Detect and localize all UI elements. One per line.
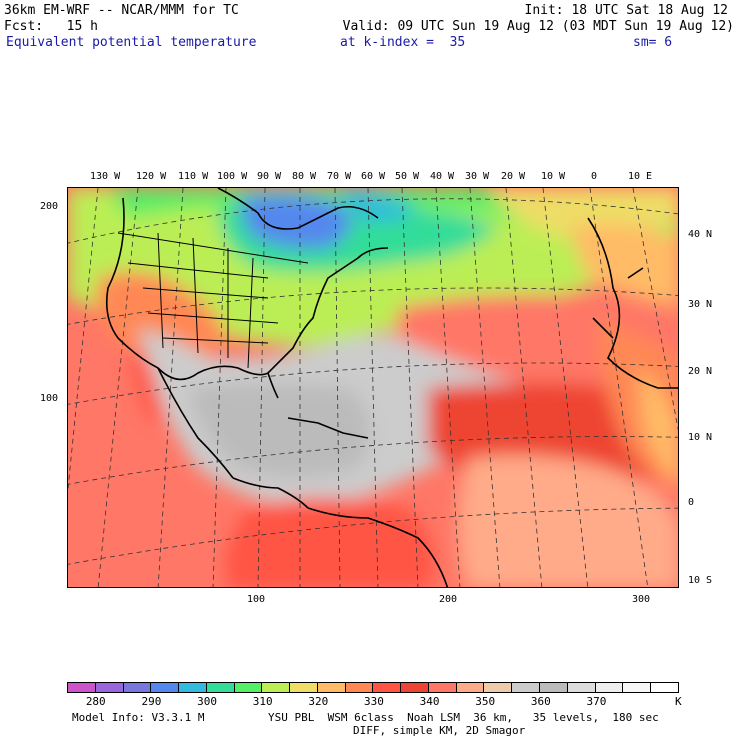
lon-label: 100 W: [217, 171, 248, 182]
field-name: Equivalent potential temperature: [6, 35, 257, 50]
lat-label: 40 N: [688, 229, 713, 240]
colorbar-swatch: [401, 683, 429, 692]
colorbar-swatch: [512, 683, 541, 692]
colorbar-swatch: [206, 683, 235, 692]
lat-label: 10 S: [688, 575, 713, 586]
colorbar-swatch: [623, 683, 652, 692]
lon-label: 10 W: [541, 171, 566, 182]
colorbar-swatch: [95, 683, 124, 692]
colorbar-label: 290: [141, 695, 162, 708]
colorbar: [67, 682, 679, 693]
colorbar-swatch: [428, 683, 457, 692]
lon-label: 70 W: [327, 171, 352, 182]
lon-label: 40 W: [430, 171, 455, 182]
model-info: Model Info: V3.3.1 M: [72, 711, 205, 724]
colorbar-label: 280: [85, 695, 106, 708]
colorbar-label: 320: [308, 695, 329, 708]
grid-x-label: 200: [439, 594, 458, 605]
lon-label: 30 W: [465, 171, 490, 182]
init-time: Init: 18 UTC Sat 18 Aug 12: [524, 3, 729, 18]
colorbar-swatch: [151, 683, 180, 692]
grid-y-label: 100: [40, 393, 59, 404]
lat-label: 20 N: [688, 366, 713, 377]
lon-label: 60 W: [361, 171, 386, 182]
colorbar-swatch: [123, 683, 152, 692]
colorbar-label: 350: [475, 695, 496, 708]
colorbar-swatch: [345, 683, 374, 692]
grid-y-label: 200: [40, 201, 59, 212]
colorbar-swatch: [567, 683, 596, 692]
colorbar-label: 300: [197, 695, 217, 708]
colorbar-swatch: [234, 683, 263, 692]
colorbar-swatch: [595, 683, 624, 692]
lat-label: 30 N: [688, 299, 713, 310]
colorbar-label: 340: [419, 695, 440, 708]
lon-label: 80 W: [292, 171, 317, 182]
colorbar-label: 330: [364, 695, 384, 708]
colorbar-unit: K: [675, 695, 682, 708]
smoothing: sm= 6: [633, 35, 673, 50]
theta-e-map: [67, 187, 679, 588]
diffusion-info: DIFF, simple KM, 2D Smagor: [353, 724, 526, 737]
grid-x-label: 300: [632, 594, 651, 605]
map-graphic: [68, 188, 678, 587]
lon-label: 90 W: [257, 171, 282, 182]
model-title: 36km EM-WRF -- NCAR/MMM for TC: [4, 3, 239, 18]
physics-info: YSU PBL WSM 6class Noah LSM 36 km, 35 le…: [268, 711, 659, 724]
colorbar-swatch: [68, 683, 96, 692]
coastlines: [105, 188, 678, 587]
lon-label: 130 W: [90, 171, 121, 182]
colorbar-swatch: [317, 683, 346, 692]
level-index: at k-index = 35: [340, 35, 466, 50]
lon-label: 120 W: [136, 171, 167, 182]
grid-x-label: 100: [247, 594, 266, 605]
lon-label: 10 E: [628, 171, 653, 182]
colorbar-label: 370: [586, 695, 607, 708]
colorbar-swatch: [540, 683, 568, 692]
colorbar-label: 310: [252, 695, 273, 708]
lon-label: 110 W: [178, 171, 209, 182]
colorbar-swatch: [373, 683, 402, 692]
lon-label: 0: [591, 171, 598, 182]
colorbar-swatch: [290, 683, 318, 692]
forecast-hour: Fcst: 15 h: [4, 19, 98, 34]
colorbar-swatch: [484, 683, 513, 692]
colorbar-swatch: [651, 683, 678, 692]
graticule: [68, 188, 678, 587]
colorbar-swatch: [456, 683, 485, 692]
lon-label: 20 W: [501, 171, 526, 182]
boundaries: [117, 232, 309, 369]
lon-label: 50 W: [395, 171, 420, 182]
colorbar-swatch: [179, 683, 207, 692]
lat-label: 0: [688, 497, 695, 508]
colorbar-swatch: [262, 683, 291, 692]
lat-label: 10 N: [688, 432, 713, 443]
colorbar-label: 360: [530, 695, 551, 708]
valid-time: Valid: 09 UTC Sun 19 Aug 12 (03 MDT Sun …: [342, 19, 734, 34]
